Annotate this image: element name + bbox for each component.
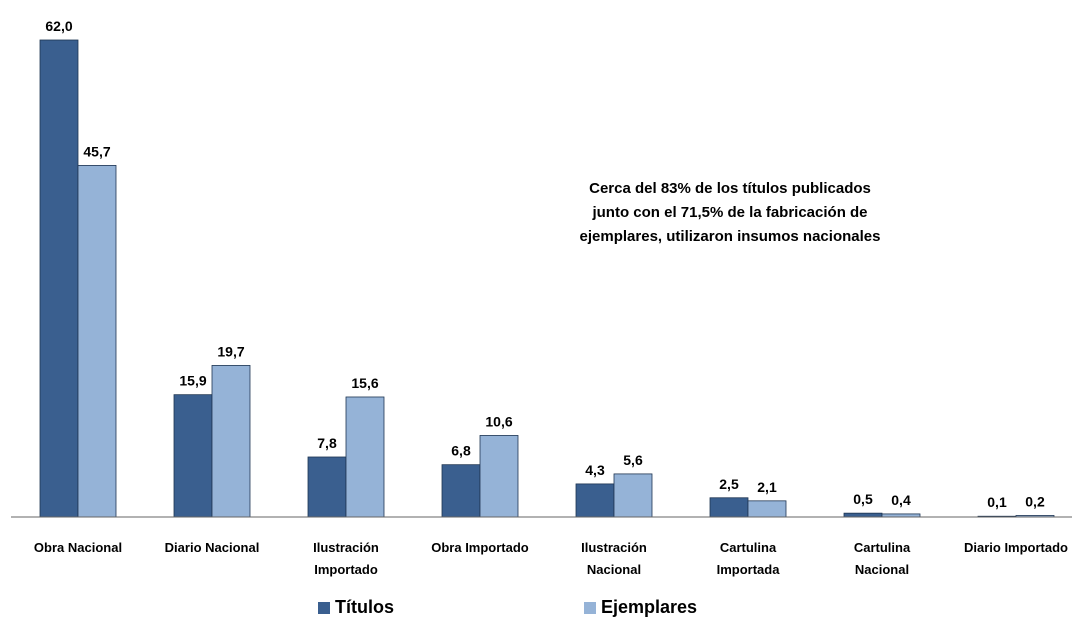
bar	[479, 435, 519, 518]
legend-label: Ejemplares	[601, 597, 698, 617]
bar	[77, 165, 117, 518]
legend-item: Títulos	[318, 597, 394, 618]
bar	[39, 39, 79, 518]
x-tick-label: Diario Nacional	[164, 540, 260, 555]
data-label: 0,1	[987, 494, 1007, 510]
x-tick-label: Obra Importado	[431, 540, 529, 555]
data-label: 2,5	[719, 476, 739, 492]
bar	[173, 394, 213, 518]
bar	[345, 396, 385, 518]
bar	[747, 500, 787, 518]
bar	[307, 456, 347, 518]
legend-item: Ejemplares	[584, 597, 697, 618]
data-label: 5,6	[623, 452, 643, 468]
data-label: 2,1	[757, 479, 777, 495]
x-tick-label: Ilustración Importado	[313, 540, 379, 577]
legend-label: Títulos	[335, 597, 394, 617]
data-label: 7,8	[317, 435, 337, 451]
legend-swatch	[318, 601, 330, 614]
bar	[575, 483, 615, 518]
x-tick-label: Cartulina Importada	[716, 540, 780, 577]
data-label: 10,6	[485, 413, 512, 429]
data-label: 0,5	[853, 491, 873, 507]
bar	[211, 365, 251, 518]
data-label: 45,7	[83, 143, 110, 159]
data-label: 19,7	[217, 343, 244, 359]
data-label: 4,3	[585, 462, 605, 478]
bar	[613, 473, 653, 518]
annotation: Cerca del 83% de los títulos publicados …	[579, 180, 881, 245]
bar	[709, 497, 749, 518]
data-label: 0,4	[891, 492, 911, 508]
bar	[441, 464, 481, 518]
data-label: 0,2	[1025, 493, 1045, 509]
data-label: 15,6	[351, 375, 378, 391]
data-label: 62,0	[45, 18, 72, 34]
x-tick-label: Ilustración Nacional	[581, 540, 647, 577]
x-tick-label: Diario Importado	[963, 540, 1068, 555]
data-label: 15,9	[179, 373, 206, 389]
x-tick-label: Obra Nacional	[33, 540, 123, 555]
legend-swatch	[584, 601, 596, 614]
bar	[843, 512, 883, 518]
x-tick-label: Cartulina Nacional	[853, 540, 911, 577]
data-label: 6,8	[451, 443, 471, 459]
